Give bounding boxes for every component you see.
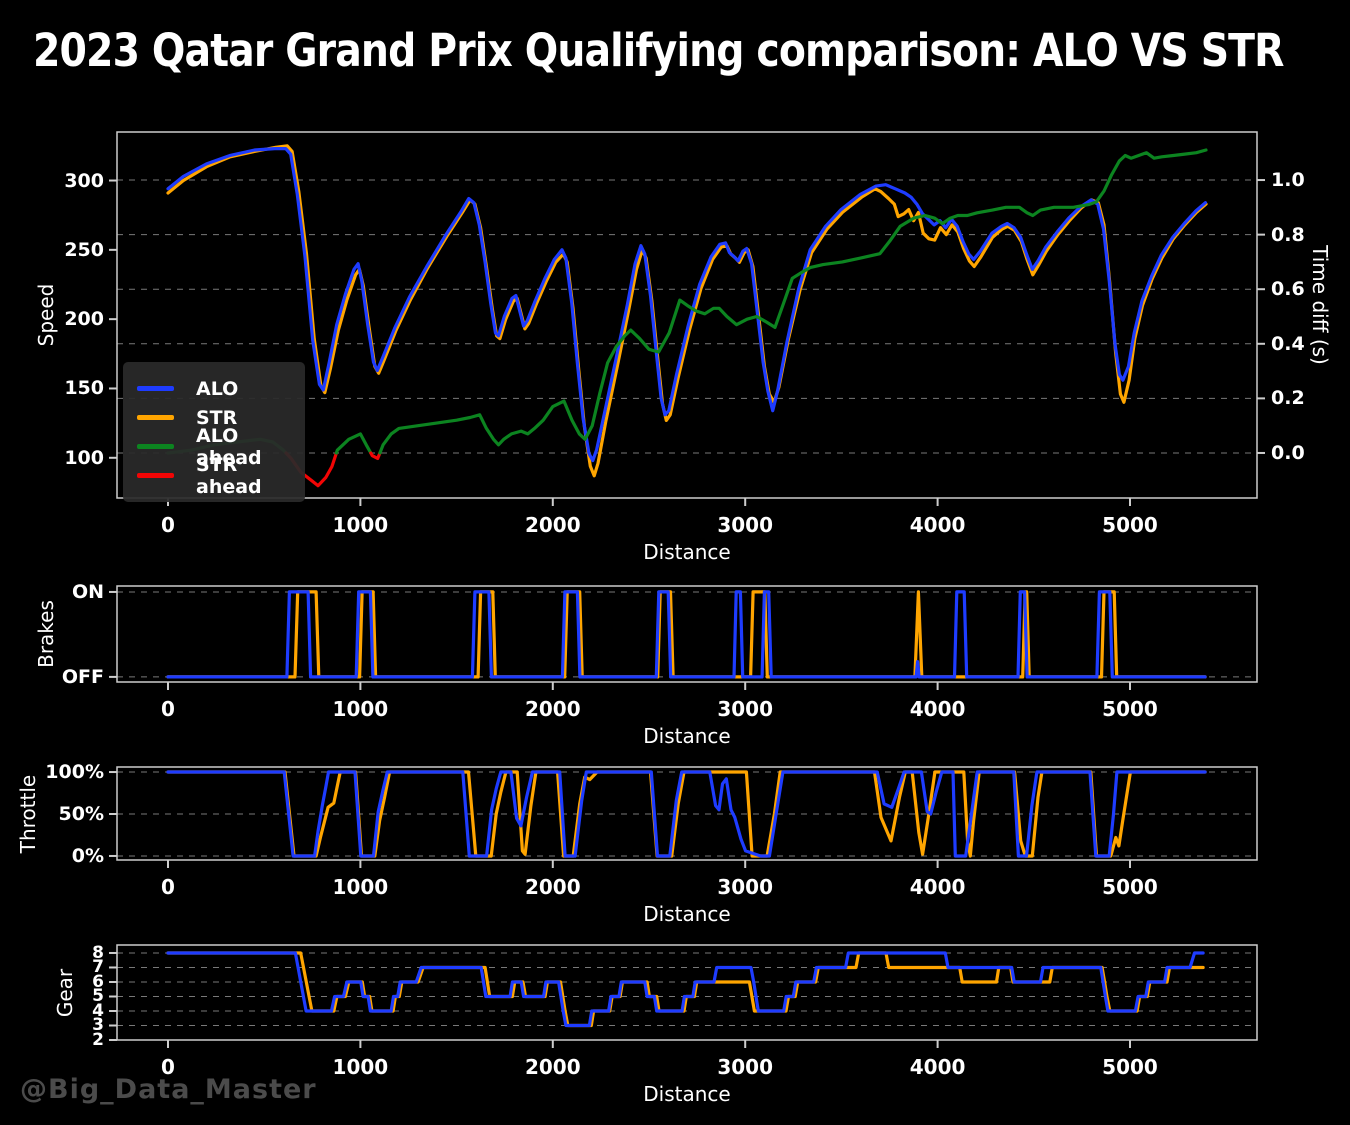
speed-ytick-right-label: 1.0 [1271,169,1305,192]
gear-xaxis-label: Distance [643,1082,731,1106]
page-title: 2023 Qatar Grand Prix Qualifying compari… [33,24,1284,77]
brakes-line-str [166,590,1207,679]
speed-xtick-label: 0 [161,513,175,537]
brakes-xtick-label: 3000 [717,697,774,721]
gear-line-str [166,951,1205,1028]
legend-line-str-icon [137,415,174,420]
throttle-line-alo [166,770,1207,858]
speed-ytick-label: 100 [64,446,104,469]
speed-frame [116,131,1258,499]
legend-label: ALO [196,377,239,400]
throttle-line-str [166,770,1207,858]
speed-yaxis-label: Speed [34,283,58,347]
speed-ytick-label: 300 [64,169,104,192]
gear-xtick-label: 1000 [332,1055,389,1079]
legend-line-alo-icon [137,386,174,391]
speed-ytick-right-label: 0.0 [1271,441,1305,464]
speed-ytick-label: 150 [64,377,104,400]
speed-ytick-label: 200 [64,308,104,331]
gear-xtick-label: 0 [161,1055,175,1079]
speed-xtick-label: 3000 [717,513,774,537]
gear-ytick-label: 4 [92,1000,104,1021]
legend: ALO STR ALO ahead STR ahead [123,362,305,502]
speed-ytick-right-label: 0.8 [1271,223,1305,246]
gear-ytick-label: 8 [92,942,104,963]
speed-line-alo-ahead [378,148,1208,455]
gear-frame [116,944,1258,1041]
speed-xtick-label: 4000 [909,513,966,537]
legend-label: ALO ahead [196,424,262,469]
speed-line-str-ahead [369,451,382,460]
speed-xaxis-label: Distance [643,540,731,564]
legend-item-str: STR [137,403,291,432]
speed-xtick-label: 2000 [524,513,581,537]
gear-ytick-label: 2 [92,1030,104,1050]
throttle-xtick-label: 5000 [1102,875,1158,899]
gear-xtick-label: 2000 [524,1055,581,1079]
brakes-xtick-label: 5000 [1102,697,1158,721]
speed-xtick-label: 5000 [1102,513,1158,537]
legend-item-alo: ALO [137,374,291,403]
brakes-frame [116,585,1258,683]
legend-item-str-ahead: STR ahead [137,454,291,498]
gear-xtick-label: 4000 [909,1055,966,1079]
brakes-xtick-label: 1000 [332,697,389,721]
speed-ytick-right-label: 0.6 [1271,278,1305,301]
legend-item-alo-ahead: ALO ahead [137,425,291,469]
throttle-yaxis-label: Throttle [16,774,40,853]
gear-xtick-label: 3000 [717,1055,774,1079]
speed-line-alo [166,147,1207,463]
throttle-xtick-label: 3000 [717,875,774,899]
throttle-xtick-label: 0 [161,875,175,899]
brakes-yaxis-label: Brakes [34,600,58,668]
throttle-xtick-label: 2000 [524,875,581,899]
speed-line-str [166,144,1208,478]
speed-ytick-label: 250 [64,238,104,261]
brakes-ytick-label: OFF [61,665,104,688]
speed-line-alo-ahead [334,432,373,455]
legend-label: STR [196,406,238,429]
watermark: @Big_Data_Master [20,1074,317,1105]
gear-ytick-label: 3 [92,1015,104,1036]
legend-line-green-icon [137,444,174,449]
legend-label: STR ahead [196,453,262,498]
gear-ytick-label: 7 [92,957,104,978]
legend-line-red-icon [137,473,174,478]
brakes-line-alo [166,590,1207,679]
throttle-ytick-label: 100% [45,761,104,784]
speed-xtick-label: 1000 [332,513,389,537]
brakes-ytick-label: ON [71,580,104,603]
throttle-ytick-label: 50% [58,803,104,825]
brakes-xtick-label: 0 [161,697,175,721]
speed-yaxis-right-label: Time diff (s) [1308,245,1332,365]
throttle-ytick-label: 0% [71,844,104,867]
brakes-xtick-label: 2000 [524,697,581,721]
gear-xtick-label: 5000 [1102,1055,1158,1079]
throttle-xtick-label: 1000 [332,875,389,899]
brakes-xtick-label: 4000 [909,697,966,721]
speed-ytick-right-label: 0.4 [1271,332,1305,355]
gear-ytick-label: 6 [92,971,104,992]
speed-ytick-right-label: 0.2 [1271,387,1305,410]
throttle-xtick-label: 4000 [909,875,966,899]
throttle-xaxis-label: Distance [643,902,731,926]
gear-yaxis-label: Gear [53,968,77,1017]
gear-line-alo [166,951,1205,1028]
gear-ytick-label: 5 [92,986,104,1007]
brakes-xaxis-label: Distance [643,724,731,748]
